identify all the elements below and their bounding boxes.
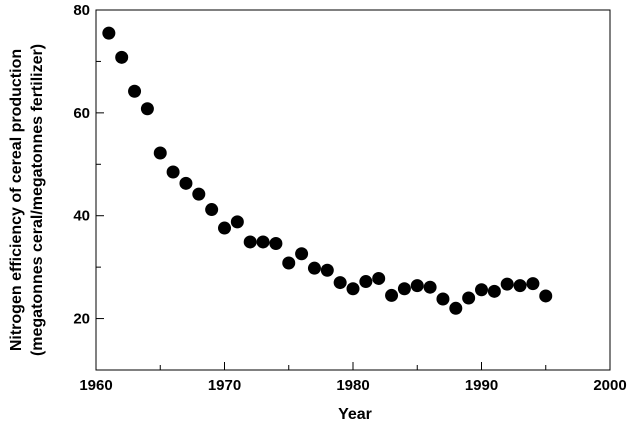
data-point — [256, 235, 270, 249]
data-point — [115, 50, 129, 64]
x-tick-label: 1960 — [79, 377, 112, 394]
data-point — [475, 283, 488, 297]
plot-frame — [95, 9, 611, 371]
data-point — [423, 280, 437, 294]
data-point — [140, 102, 154, 116]
data-point — [320, 263, 334, 277]
data-point — [385, 288, 399, 302]
data-point — [153, 146, 167, 160]
data-point — [205, 203, 219, 217]
data-point — [346, 282, 360, 296]
data-point — [269, 236, 283, 250]
data-point — [128, 84, 142, 98]
data-point — [218, 221, 231, 235]
data-point — [500, 277, 514, 291]
data-point — [513, 279, 527, 293]
data-point — [295, 247, 309, 261]
x-tick-label: 1970 — [208, 377, 241, 394]
y-tick-label: 80 — [73, 2, 90, 19]
data-point — [179, 176, 193, 190]
plot-axes — [95, 9, 611, 371]
data-point — [436, 292, 450, 306]
data-point — [449, 301, 463, 315]
data-point — [333, 276, 347, 290]
data-point — [166, 165, 180, 179]
data-point — [243, 235, 257, 249]
data-point — [282, 256, 296, 270]
data-point — [410, 279, 424, 293]
x-tick-label: 1990 — [465, 377, 498, 394]
x-axis-label: Year — [338, 406, 372, 423]
data-point — [307, 261, 321, 275]
data-point — [372, 271, 386, 285]
data-point — [230, 215, 244, 229]
data-point — [539, 289, 553, 303]
data-point — [526, 277, 540, 291]
y-axis-ticks: 20 40 60 80 — [73, 2, 104, 371]
data-point — [397, 282, 411, 296]
data-point — [487, 284, 501, 298]
y-axis-label-line-1: Nitrogen efficiency of cereal production — [8, 49, 25, 351]
data-point — [359, 275, 373, 289]
y-axis-label: Nitrogen efficiency of cereal production… — [8, 44, 46, 356]
data-point — [462, 291, 476, 305]
x-axis-ticks: 1960 1970 1980 1990 2000 — [79, 362, 627, 394]
y-axis-label-line-2: (megatonnes ceral/megatonnes fertilizer) — [29, 44, 46, 356]
data-points — [102, 26, 553, 315]
data-point — [102, 26, 116, 40]
x-tick-label: 1980 — [336, 377, 369, 394]
y-tick-label: 40 — [73, 208, 90, 225]
x-tick-label: 2000 — [593, 377, 626, 394]
y-tick-label: 20 — [73, 311, 90, 328]
y-tick-label: 60 — [73, 105, 90, 122]
data-point — [192, 187, 206, 201]
